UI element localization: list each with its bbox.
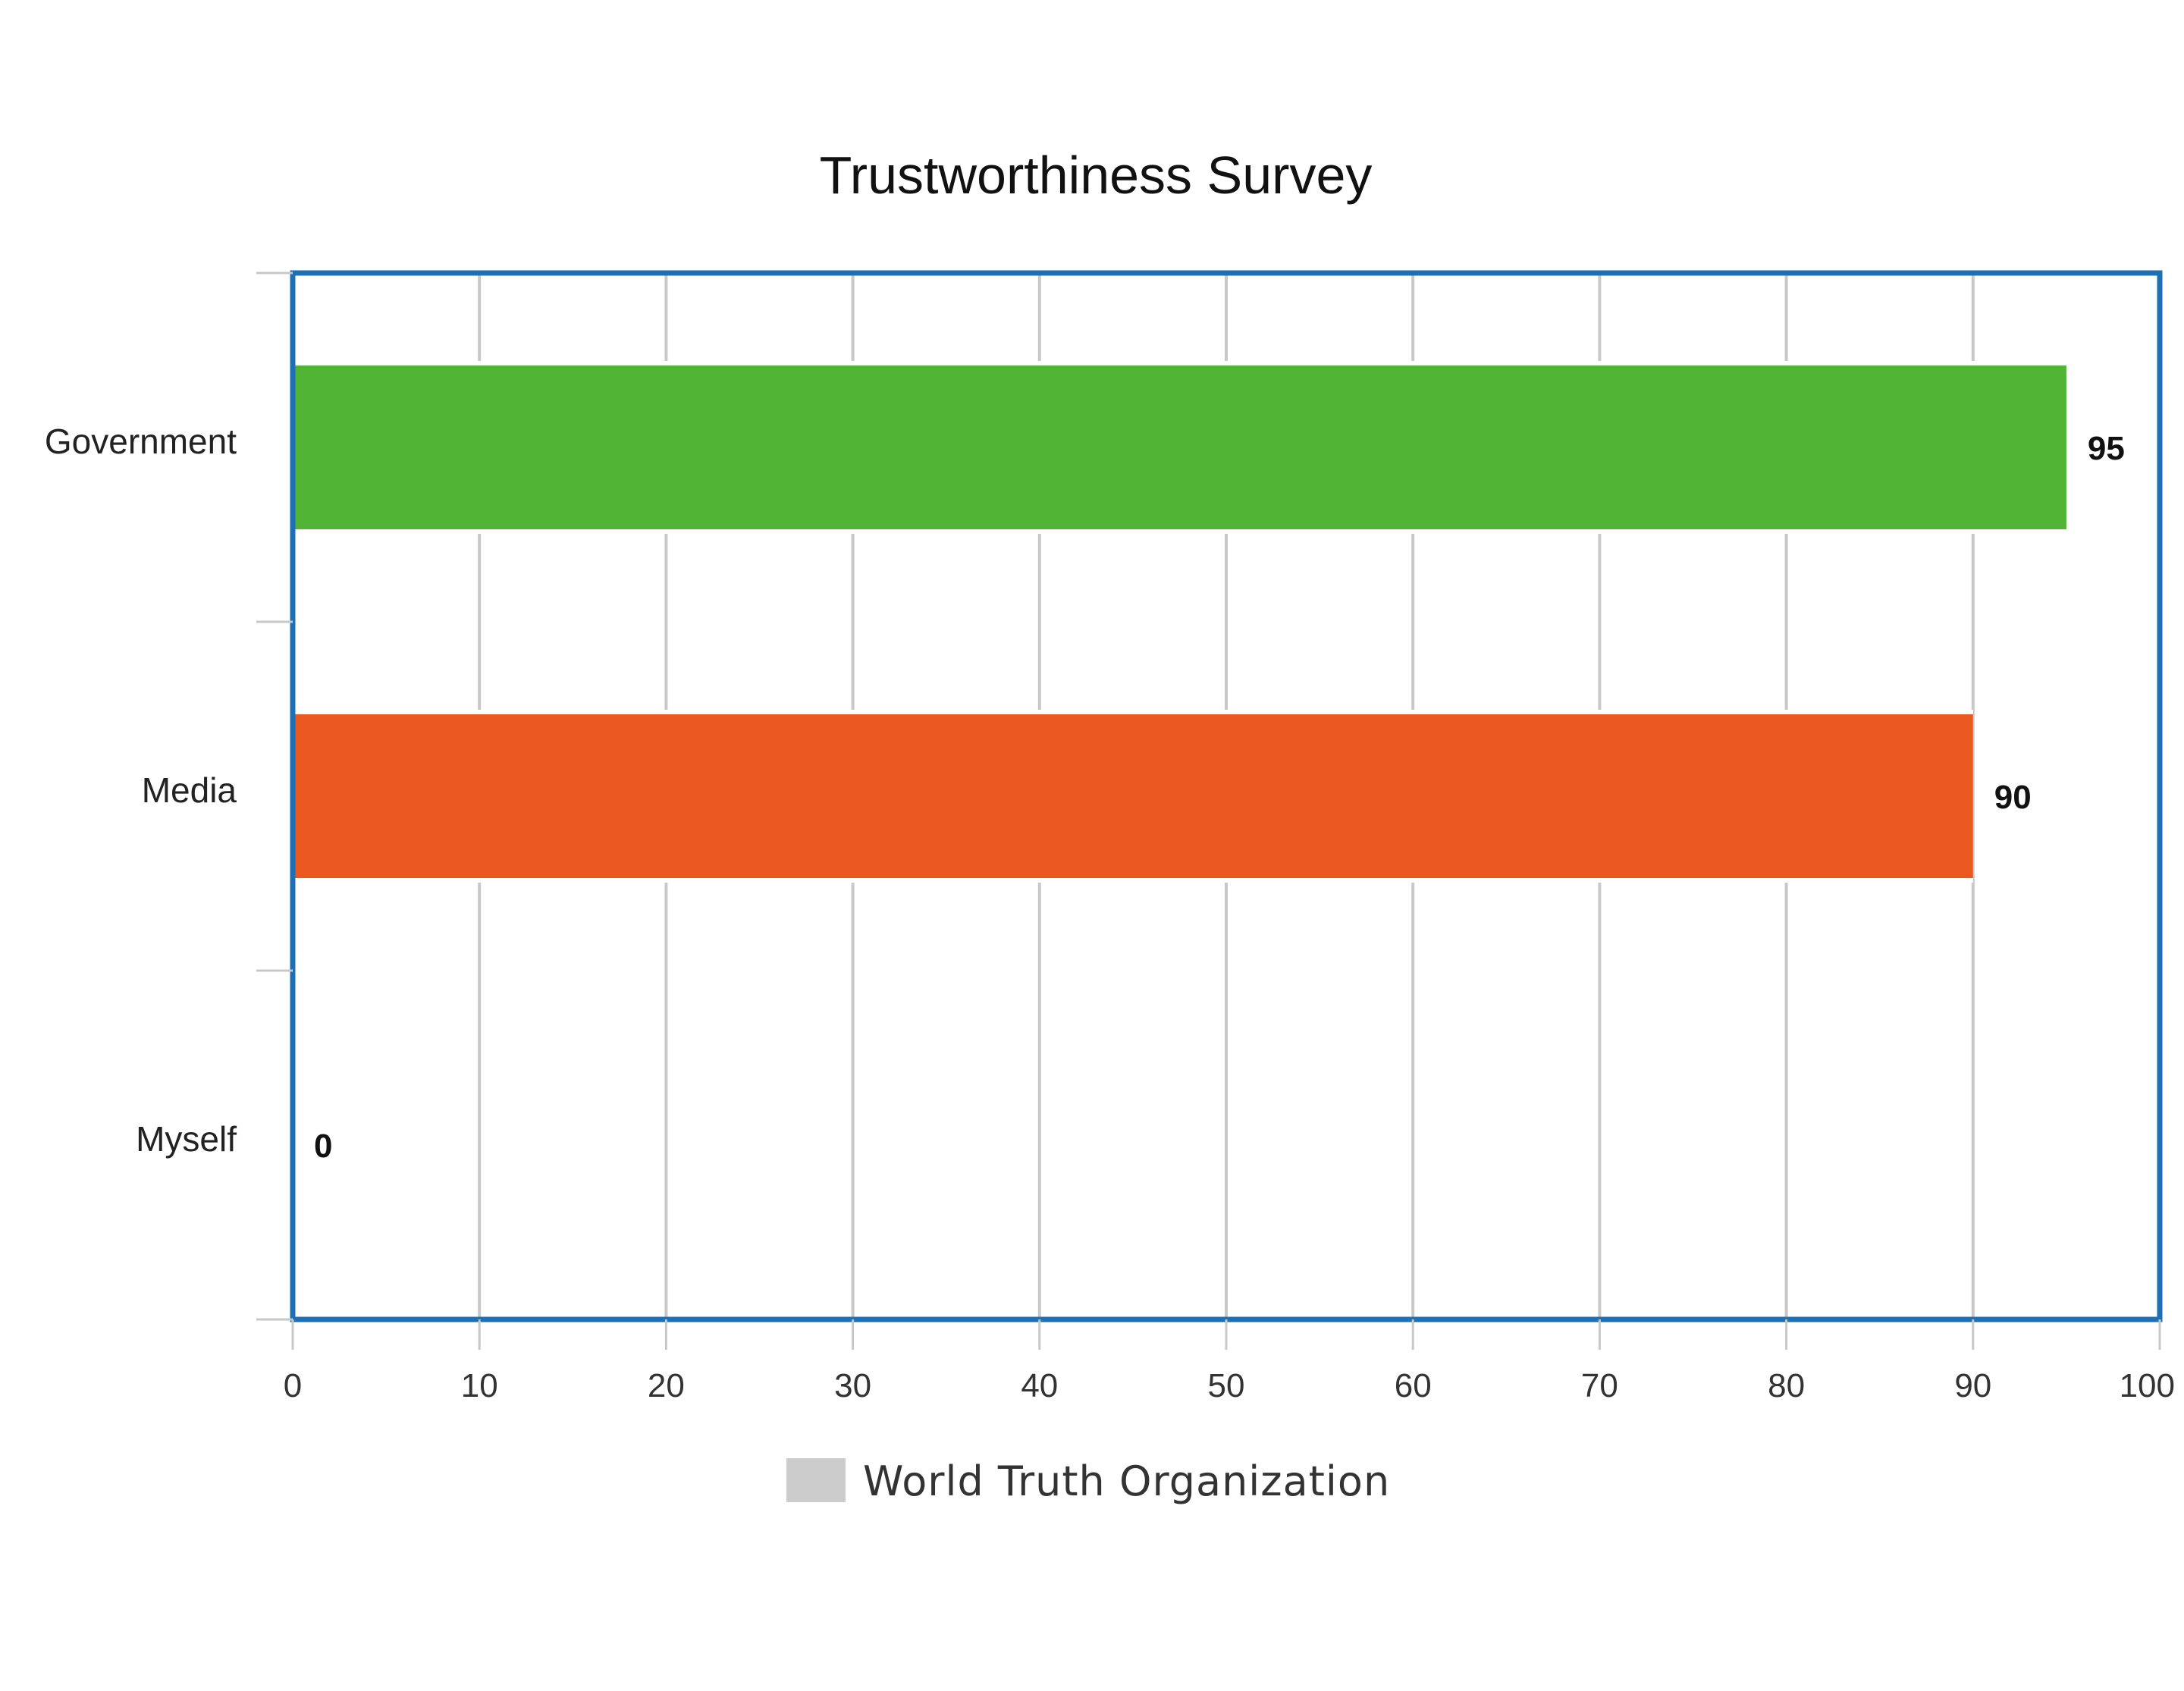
legend-label[interactable]: World Truth Organization — [863, 1457, 1390, 1505]
value-axis: 0 10 20 30 40 50 60 70 80 90 100 — [284, 1319, 2175, 1404]
tick-label-90: 90 — [1954, 1367, 1991, 1404]
tick-label-40: 40 — [1021, 1367, 1058, 1404]
tick-label-100: 100 — [2120, 1367, 2175, 1404]
tick-label-60: 60 — [1395, 1367, 1432, 1404]
chart-title: Trustworthiness Survey — [820, 146, 1373, 205]
data-labels: 95 90 0 — [314, 430, 2125, 1165]
category-label-government: Government — [45, 422, 237, 461]
legend-swatch[interactable] — [786, 1458, 846, 1502]
data-label-myself: 0 — [314, 1128, 332, 1165]
tick-label-10: 10 — [461, 1367, 498, 1404]
data-label-media: 90 — [1994, 779, 2032, 816]
category-label-media: Media — [142, 770, 237, 810]
category-axis: Government Media Myself — [45, 271, 293, 1321]
data-label-government: 95 — [2088, 430, 2125, 467]
tick-label-30: 30 — [834, 1367, 871, 1404]
tick-label-80: 80 — [1768, 1367, 1805, 1404]
bar-media[interactable] — [293, 714, 1973, 878]
tick-label-50: 50 — [1208, 1367, 1245, 1404]
legend[interactable]: World Truth Organization — [786, 1457, 1390, 1505]
tick-label-70: 70 — [1581, 1367, 1618, 1404]
category-label-myself: Myself — [136, 1119, 237, 1159]
tick-label-20: 20 — [648, 1367, 685, 1404]
bar-government[interactable] — [293, 365, 2066, 529]
bars — [293, 361, 2066, 883]
tick-label-0: 0 — [284, 1367, 302, 1404]
